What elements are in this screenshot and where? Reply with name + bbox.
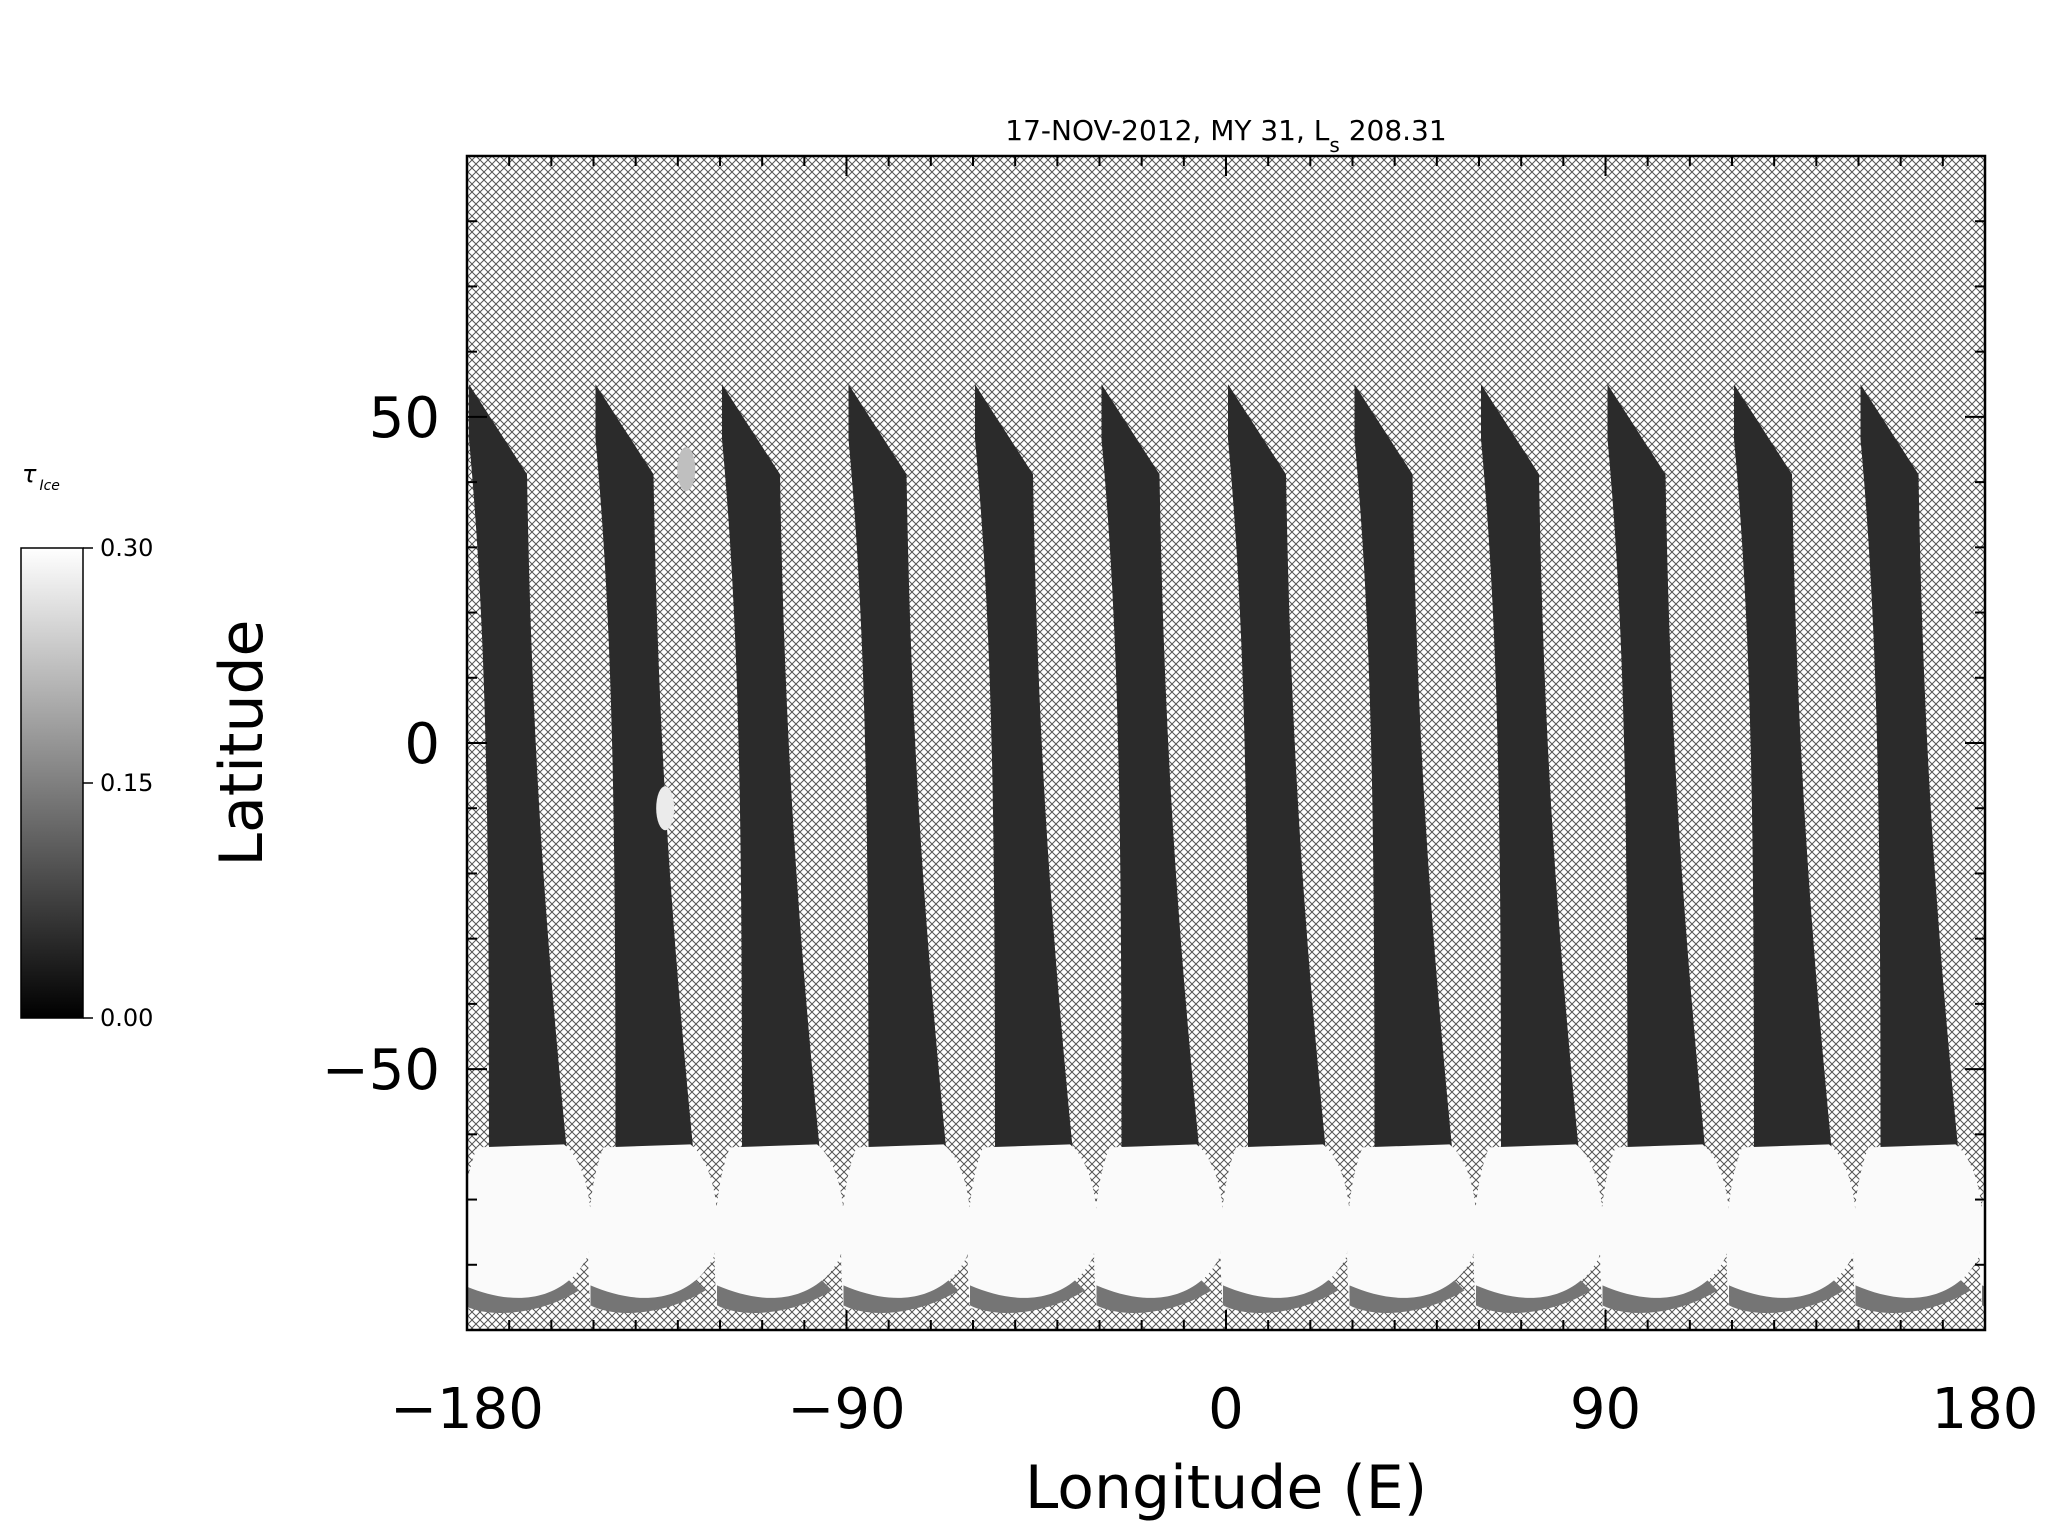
y-tick-label: −50 [322, 1038, 440, 1103]
colorbar-title: τ Ice [22, 460, 60, 494]
y-axis-label: Latitude [207, 620, 277, 867]
swath-body [1734, 384, 1832, 1153]
colorbar-ticks: 0.30 0.15 0.00 [83, 534, 153, 1032]
y-tick-label: 50 [369, 386, 440, 451]
swath [1220, 384, 1350, 1313]
plot-area [465, 154, 2048, 1332]
swath [1853, 384, 1983, 1313]
polar-hood [1473, 1144, 1603, 1309]
x-tick-label: 0 [1208, 1377, 1244, 1442]
polar-hood [467, 1144, 591, 1309]
colorbar-tick-label: 0.15 [100, 769, 153, 797]
swath [1979, 384, 2048, 1309]
swath-layer [467, 384, 2048, 1313]
polar-hood [841, 1144, 971, 1309]
y-tick-labels: −50 0 50 [322, 386, 440, 1103]
polar-hood [1600, 1144, 1730, 1309]
x-axis-label: Longitude (E) [1025, 1453, 1427, 1523]
colorbar-gradient [20, 547, 84, 1019]
swath [1347, 384, 1477, 1313]
polar-fringe [1223, 1280, 1338, 1313]
swath [1600, 384, 1730, 1313]
cloud-feature [656, 786, 675, 831]
polar-fringe [1349, 1280, 1465, 1313]
polar-hood [714, 1144, 844, 1309]
title-value: 208.31 [1340, 114, 1447, 147]
polar-fringe [467, 1280, 579, 1313]
polar-fringe [1096, 1280, 1212, 1313]
polar-fringe [1982, 1285, 1985, 1307]
swath-body [1101, 384, 1200, 1153]
swath-body [1481, 384, 1579, 1153]
swath-body [1607, 384, 1706, 1153]
swath [714, 384, 844, 1313]
y-tick-label: 0 [404, 712, 440, 777]
polar-hood [1347, 1144, 1477, 1309]
polar-hood [967, 1144, 1097, 1309]
polar-fringe [843, 1280, 959, 1313]
chart-title: 17-NOV-2012, MY 31, Ls 208.31 [1005, 114, 1446, 157]
swath [1473, 384, 1603, 1313]
swath [1726, 384, 1856, 1313]
colorbar-title-subscript: Ice [39, 478, 59, 494]
polar-hood [1979, 1183, 1985, 1309]
polar-hood [1726, 1144, 1856, 1309]
swath [588, 384, 718, 1313]
colorbar-tick-label: 0.30 [100, 534, 153, 562]
x-tick-label: 180 [1932, 1377, 2039, 1442]
polar-fringe [970, 1280, 1085, 1313]
x-tick-label: 90 [1570, 1377, 1641, 1442]
x-tick-label: −180 [390, 1377, 544, 1442]
colorbar-tick-label: 0.00 [100, 1004, 153, 1032]
cloud-feature [677, 447, 696, 492]
polar-fringe [1729, 1280, 1844, 1313]
swath-body [848, 384, 947, 1153]
swath [1094, 384, 1224, 1313]
swath-body [1228, 384, 1326, 1153]
swath [467, 384, 591, 1313]
polar-hood [1853, 1144, 1983, 1309]
polar-fringe [1602, 1280, 1718, 1313]
swath-body [1354, 384, 1453, 1153]
polar-fringe [717, 1280, 832, 1313]
tick-marks [466, 155, 1986, 1331]
title-subscript: s [1329, 133, 1339, 157]
polar-fringe [1476, 1280, 1591, 1313]
swath-body [1987, 384, 2048, 1152]
missing-data-background [467, 156, 1985, 1330]
colorbar: τ Ice 0.30 0.15 0.00 [20, 460, 153, 1032]
polar-fringe [590, 1280, 706, 1313]
swath-body [975, 384, 1073, 1153]
polar-fringe [1855, 1280, 1971, 1313]
x-tick-label: −90 [787, 1377, 905, 1442]
swath [841, 384, 971, 1313]
swath-body [1860, 384, 1959, 1153]
polar-hood [1094, 1144, 1224, 1309]
swath-body [469, 384, 567, 1153]
feature-layer [656, 447, 696, 831]
swath [967, 384, 1097, 1313]
x-tick-labels: −180 −90 0 90 180 [390, 1377, 2038, 1442]
swath-body [595, 384, 694, 1153]
swath-body [722, 384, 820, 1153]
polar-hood [1220, 1144, 1350, 1309]
polar-hood [588, 1144, 718, 1309]
